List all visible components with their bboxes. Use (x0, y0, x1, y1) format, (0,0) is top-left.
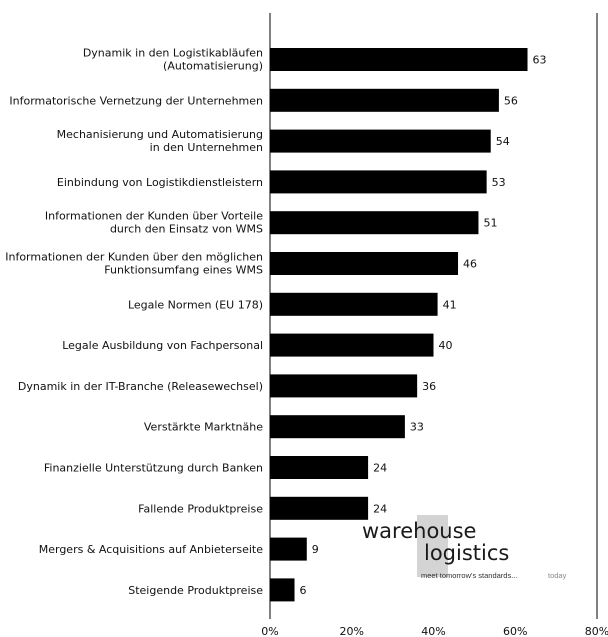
value-label-1: 63 (533, 54, 547, 67)
value-label-6: 46 (463, 258, 477, 271)
logo-word-warehouse: warehouse (362, 519, 476, 543)
category-label-1: Dynamik in den Logistikabläufen (Automati… (83, 47, 263, 73)
category-label-13: Mergers & Acquisitions auf Anbieterseite (39, 543, 263, 556)
value-label-2: 56 (504, 94, 518, 107)
bar-14 (270, 578, 295, 602)
bar-13 (270, 537, 307, 561)
bar-7 (270, 292, 438, 316)
bar-3 (270, 129, 491, 153)
value-label-9: 36 (422, 380, 436, 393)
logo-tagline: meet tomorrow's standards... (421, 571, 517, 580)
category-label-2: Informatorische Vernetzung der Unternehm… (9, 94, 263, 107)
category-label-10: Verstärkte Marktnähe (144, 421, 263, 434)
value-label-3: 54 (496, 135, 510, 148)
bar-4 (270, 170, 487, 194)
bar-8 (270, 333, 434, 357)
bar-11 (270, 456, 369, 479)
value-label-11: 24 (373, 462, 387, 475)
value-label-8: 40 (439, 339, 453, 352)
logo-grey-block (417, 515, 448, 577)
value-labels-group: 63 56 54 53 51 46 41 40 36 33 24 24 9 6 (300, 54, 547, 597)
category-label-11: Finanzielle Unterstützung durch Banken (44, 462, 263, 475)
bar-2 (270, 88, 499, 112)
category-label-9: Dynamik in der IT-Branche (Releasewechse… (18, 380, 263, 393)
bars-group (270, 48, 528, 602)
x-tick-labels-group: 0% 20% 40% 60% 80% (261, 625, 608, 637)
value-label-5: 51 (483, 217, 497, 230)
category-label-4: Einbindung von Logistikdienstleistern (57, 176, 263, 189)
bar-1 (270, 48, 528, 71)
value-label-14: 6 (300, 584, 307, 597)
bar-6 (270, 252, 459, 275)
category-label-3: Mechanisierung und Automatisierung in den… (57, 128, 263, 154)
value-label-10: 33 (410, 421, 424, 434)
bar-10 (270, 415, 405, 439)
category-label-12: Fallende Produktpreise (138, 502, 263, 515)
value-label-12: 24 (373, 502, 387, 515)
bar-5 (270, 211, 479, 235)
category-label-5: Informationen der Kunden über Vorteile du… (45, 210, 263, 236)
x-tick-label-80pct: 80% (585, 625, 608, 637)
category-label-8: Legale Ausbildung von Fachpersonal (62, 339, 263, 352)
x-tick-label-60pct: 60% (503, 625, 527, 637)
x-tick-label-20pct: 20% (340, 625, 364, 637)
x-tick-label-0pct: 0% (261, 625, 278, 637)
logo-word-logistics: logistics (424, 541, 509, 565)
category-label-7: Legale Normen (EU 178) (128, 298, 263, 311)
x-tick-label-40pct: 40% (421, 625, 445, 637)
bar-9 (270, 374, 418, 398)
bar-12 (270, 496, 369, 520)
logo-tagline-today: today (548, 571, 567, 580)
category-label-14: Steigende Produktpreise (128, 584, 263, 597)
value-label-4: 53 (492, 176, 506, 189)
category-labels-group: Dynamik in den Logistikabläufen (Automati… (5, 47, 263, 597)
category-label-6: Informationen der Kunden über den möglic… (5, 251, 263, 277)
value-label-13: 9 (312, 543, 319, 556)
value-label-7: 41 (443, 298, 457, 311)
axes-group (269, 13, 598, 619)
warehouse-logistics-logo: warehouse logistics meet tomorrow's stan… (362, 515, 567, 580)
